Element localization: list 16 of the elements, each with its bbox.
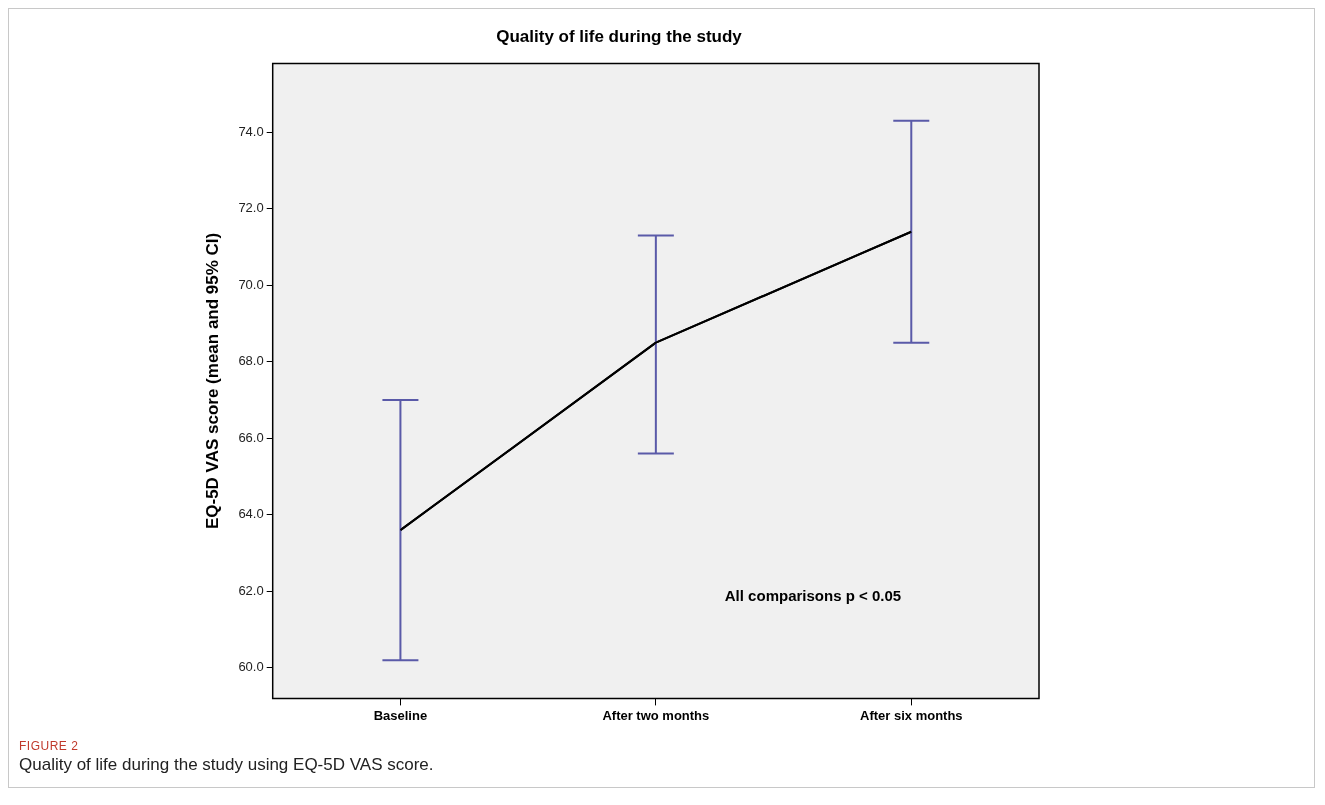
y-tick-label: 66.0 [238,429,264,445]
caption: FIGURE 2 [19,739,80,753]
chart-title: Quality of life during the study [496,26,743,46]
text: Quality of life during the study using EQ-5D VAS score. [19,755,435,775]
y-tick-label: 60.0 [238,659,264,675]
annotation: All comparisons p < 0.05 [724,586,902,604]
x-tick-label: Baseline [373,707,428,723]
y-tick-label: 62.0 [238,582,264,598]
y-tick-label: 70.0 [238,276,264,292]
y-tick-label: 74.0 [238,123,264,139]
x-tick-label: After six months [859,707,963,723]
y-axis-title: EQ-5D VAS score (mean and 95% CI) [202,232,222,530]
x-tick-label: After two months [602,707,710,723]
y-tick-label: 64.0 [238,506,264,522]
y-tick-label: 68.0 [238,353,264,369]
y-tick-label: 72.0 [238,200,264,216]
